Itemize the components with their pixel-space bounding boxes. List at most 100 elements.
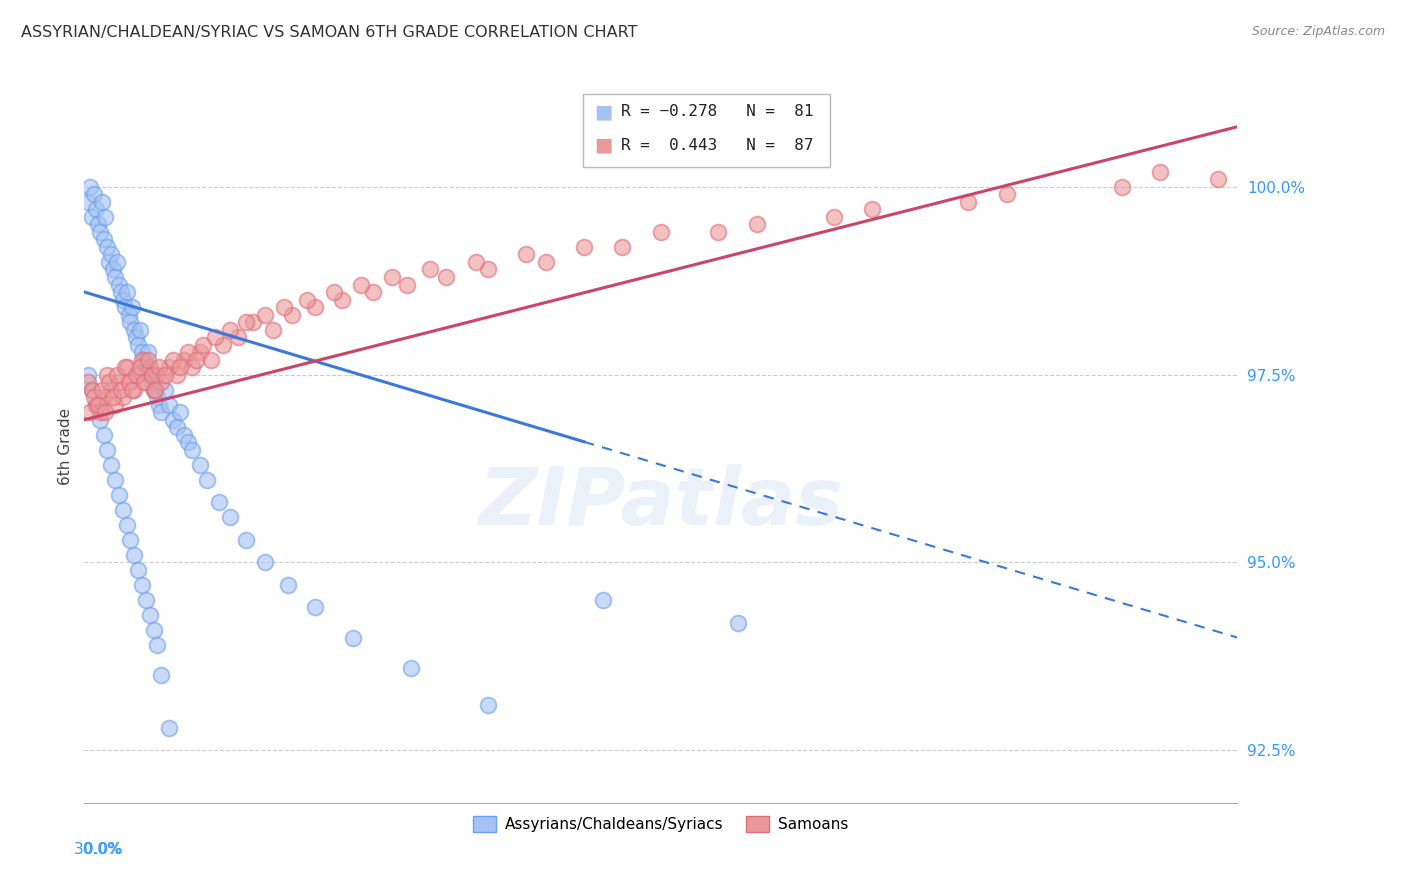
Point (84, 202, 107, 217)
Point (77, 368, 100, 382)
Point (142, 383, 165, 397)
Point (204, 330, 226, 344)
Point (125, 330, 148, 344)
Point (90, 194, 112, 209)
Point (995, 187, 1018, 202)
Point (135, 360, 157, 375)
Point (89, 405, 111, 419)
Point (188, 458, 211, 472)
Point (193, 337, 215, 351)
Point (115, 517, 138, 532)
Point (110, 383, 132, 397)
Point (114, 360, 136, 375)
Point (96, 442, 118, 457)
Point (115, 285, 138, 299)
Point (114, 300, 136, 314)
Point (173, 427, 195, 442)
Point (157, 360, 180, 375)
Point (184, 352, 207, 367)
Point (304, 300, 326, 314)
Point (262, 322, 284, 336)
Point (146, 368, 169, 382)
Point (121, 383, 143, 397)
Point (650, 225, 672, 239)
Text: ■: ■ (595, 102, 613, 121)
Text: R = −0.278   N =  81: R = −0.278 N = 81 (621, 104, 814, 119)
Point (120, 533, 142, 547)
Point (108, 488, 131, 502)
Point (117, 308, 139, 322)
Text: ■: ■ (595, 136, 613, 155)
Point (104, 270, 127, 285)
Point (153, 383, 176, 397)
Point (235, 315, 257, 329)
Point (515, 247, 537, 261)
Point (80, 210, 103, 224)
Point (136, 345, 159, 359)
Point (131, 352, 153, 367)
Point (148, 398, 170, 412)
Point (77, 194, 100, 209)
Legend: Assyrians/Chaldeans/Syriacs, Samoans: Assyrians/Chaldeans/Syriacs, Samoans (467, 810, 855, 838)
Point (235, 533, 257, 547)
Point (79, 179, 101, 194)
Point (226, 330, 249, 344)
Point (381, 270, 404, 285)
Point (399, 660, 422, 674)
Point (153, 368, 176, 382)
Point (127, 337, 149, 351)
Point (145, 383, 167, 397)
Point (150, 668, 173, 682)
Point (142, 623, 165, 637)
Point (166, 420, 188, 434)
Point (125, 368, 148, 382)
Point (77, 375, 100, 389)
Point (707, 225, 730, 239)
Point (242, 315, 264, 329)
Point (93, 427, 115, 442)
Point (103, 262, 124, 277)
Point (219, 322, 242, 336)
Point (177, 345, 200, 359)
Point (115, 360, 138, 375)
Point (110, 285, 132, 299)
Point (131, 345, 153, 359)
Point (361, 285, 384, 299)
Point (253, 556, 276, 570)
Point (1206, 172, 1229, 186)
Text: 30.0%: 30.0% (75, 842, 122, 857)
Point (477, 698, 499, 713)
Point (166, 368, 188, 382)
Point (534, 255, 557, 269)
Point (98, 375, 121, 389)
Point (273, 300, 295, 314)
Point (145, 368, 167, 382)
Point (323, 285, 346, 299)
Point (173, 352, 195, 367)
Point (141, 368, 163, 382)
Point (396, 277, 419, 292)
Point (105, 368, 128, 382)
Point (330, 293, 353, 307)
Point (135, 375, 157, 389)
Point (94, 405, 117, 419)
Point (297, 293, 319, 307)
Point (304, 600, 326, 615)
Point (105, 255, 128, 269)
Point (745, 218, 768, 232)
Point (1111, 179, 1133, 194)
Point (120, 315, 142, 329)
Point (148, 360, 170, 375)
Point (146, 390, 169, 404)
Point (80, 383, 103, 397)
Point (103, 390, 124, 404)
Text: ASSYRIAN/CHALDEAN/SYRIAC VS SAMOAN 6TH GRADE CORRELATION CHART: ASSYRIAN/CHALDEAN/SYRIAC VS SAMOAN 6TH G… (21, 25, 637, 40)
Point (127, 563, 149, 577)
Point (188, 345, 211, 359)
Point (281, 308, 304, 322)
Point (162, 413, 184, 427)
Point (127, 368, 149, 382)
Point (157, 721, 180, 735)
Point (350, 277, 373, 292)
Point (419, 262, 441, 277)
